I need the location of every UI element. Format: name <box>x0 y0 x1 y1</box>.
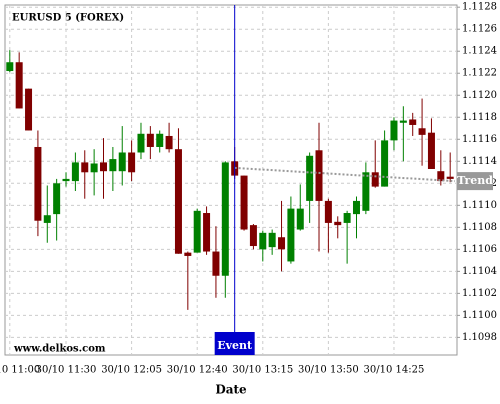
y-tick-label: 1.1116 <box>462 134 497 145</box>
candle-body <box>184 252 192 256</box>
candle-body <box>43 215 51 223</box>
chart-title: EURUSD 5 (FOREX) <box>12 13 124 24</box>
candle-body <box>165 135 173 150</box>
candle-body <box>71 162 79 182</box>
x-tick-label: 30/10 12:05 <box>101 365 162 376</box>
candle-body <box>390 120 398 141</box>
candle-body <box>212 251 220 276</box>
candle-body <box>128 152 136 173</box>
candle-body <box>427 132 435 169</box>
y-tick-label: 1.1100 <box>462 310 497 321</box>
event-label: Event <box>217 339 253 352</box>
candle-body <box>137 133 145 153</box>
x-tick-label: 30/10 11:00 <box>0 365 40 376</box>
x-tick-label: 30/10 13:15 <box>232 365 293 376</box>
candle-body <box>324 200 332 223</box>
event-label-box <box>214 332 255 355</box>
candle-body <box>118 152 126 172</box>
candle-body <box>409 119 417 125</box>
y-tick-label: 1.1110 <box>462 200 497 211</box>
candle-body <box>371 172 379 187</box>
candle-body <box>249 225 257 247</box>
candle-body <box>352 200 360 215</box>
candle-body <box>259 232 267 250</box>
candle-body <box>221 162 229 276</box>
candle-body <box>81 162 89 173</box>
watermark: www.delkos.com <box>13 344 106 355</box>
candle-body <box>146 133 154 147</box>
x-axis-label: Date <box>215 383 247 397</box>
candle-body <box>6 62 14 72</box>
x-tick-label: 30/10 14:25 <box>364 365 425 376</box>
candle-body <box>268 232 276 248</box>
candle-body <box>287 208 295 262</box>
y-tick-label: 1.1102 <box>462 288 497 299</box>
trend-label-box <box>457 172 493 191</box>
trend-label: Trend <box>457 174 493 187</box>
x-tick-label: 30/10 12:40 <box>167 365 228 376</box>
candle-body <box>399 120 407 123</box>
candle-body <box>343 213 351 223</box>
candle-body <box>100 162 107 172</box>
candle-body <box>156 133 164 147</box>
candle-body <box>15 62 23 109</box>
y-tick-label: 1.1124 <box>462 46 497 57</box>
candle-body <box>240 175 248 230</box>
y-tick-label: 1.1118 <box>462 112 497 123</box>
candle-body <box>381 140 389 187</box>
candle-body <box>362 172 370 211</box>
candle-body <box>53 183 61 215</box>
candle-body <box>193 210 201 253</box>
candle-body <box>62 178 70 182</box>
x-tick-label: 30/10 13:50 <box>298 365 359 376</box>
trend-line <box>234 166 455 183</box>
candle-body <box>306 155 314 201</box>
candle-body <box>315 150 323 201</box>
x-tick-label: 30/10 11:30 <box>36 365 97 376</box>
y-tick-label: 1.1120 <box>462 90 497 101</box>
candle-body <box>90 163 98 173</box>
y-tick-label: 1.1122 <box>462 68 497 79</box>
candle-body <box>34 146 42 221</box>
candle-body <box>174 149 182 254</box>
candle-body <box>334 221 342 226</box>
y-tick-label: 1.1126 <box>462 24 497 35</box>
candle-body <box>296 208 304 230</box>
candle-body <box>418 128 426 135</box>
candle-body <box>203 213 211 252</box>
y-tick-label: 1.1108 <box>462 222 497 233</box>
candle-body <box>109 159 117 172</box>
y-tick-label: 1.1106 <box>462 244 497 255</box>
y-tick-label: 1.1104 <box>462 266 497 277</box>
candle-body <box>446 176 454 179</box>
candle-body <box>25 88 33 131</box>
candle-body <box>278 237 286 250</box>
y-tick-label: 1.1114 <box>462 156 497 167</box>
y-tick-label: 1.1128 <box>462 2 497 13</box>
y-tick-label: 1.1098 <box>462 332 497 343</box>
candle-body <box>437 171 445 182</box>
